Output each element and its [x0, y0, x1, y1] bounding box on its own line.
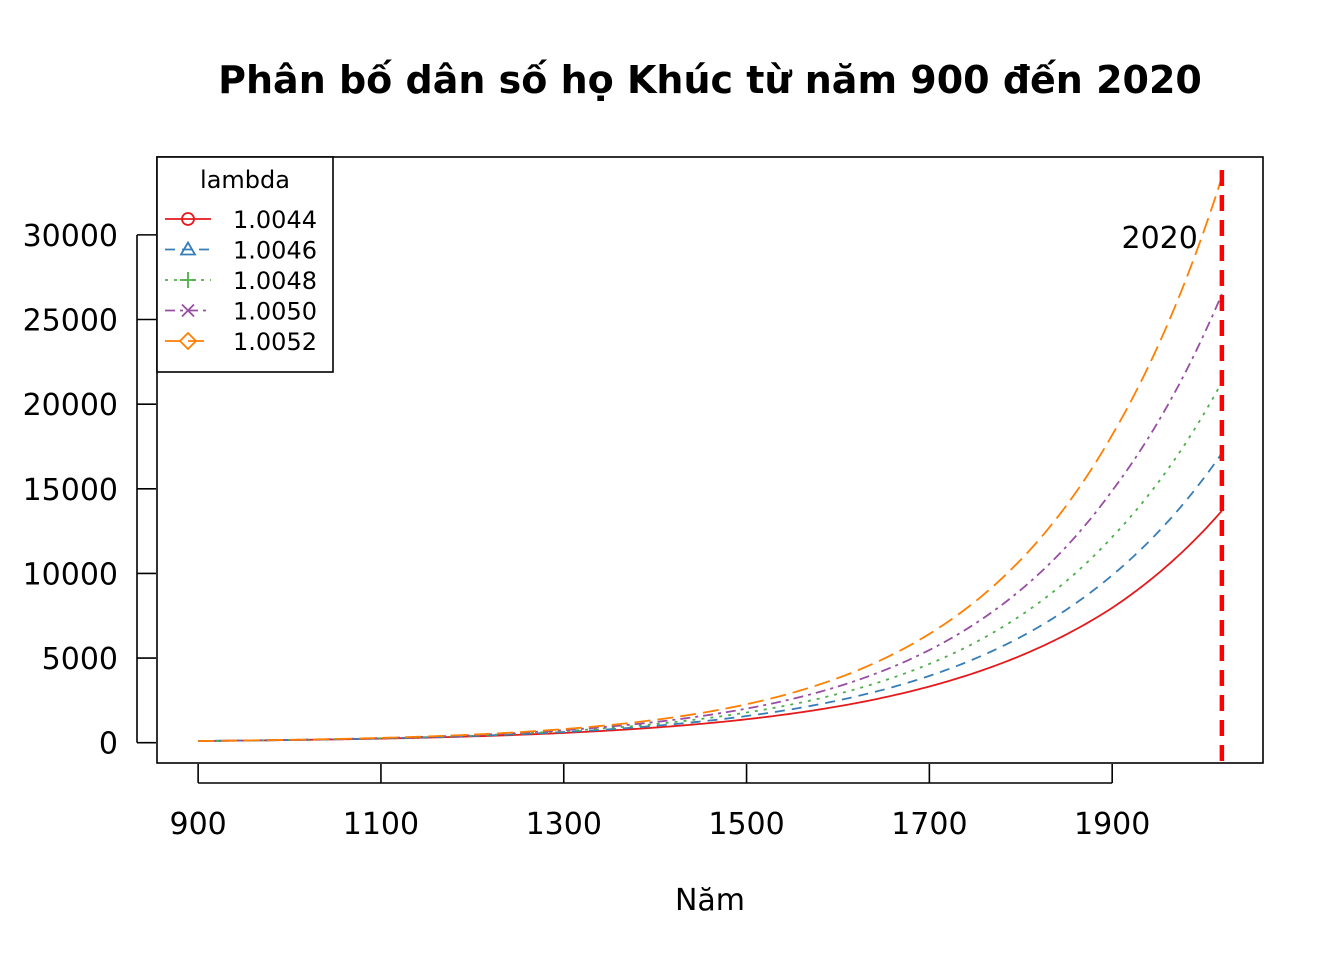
- series-line-1-0048: [198, 381, 1223, 742]
- series-group: [198, 177, 1223, 742]
- legend-diamond-marker: [178, 331, 198, 351]
- y-tick-label: 20000: [23, 388, 118, 423]
- x-tick-label: 900: [169, 807, 226, 842]
- legend-circle-marker: [181, 212, 195, 226]
- legend-label: 1.0046: [233, 237, 317, 265]
- year-2020-label: 2020: [1122, 221, 1198, 256]
- x-tick-label: 1500: [708, 807, 784, 842]
- plot-area: [156, 156, 1264, 764]
- plot-frame: [156, 156, 1264, 764]
- x-tick-label: 1700: [891, 807, 967, 842]
- legend-label: 1.0050: [233, 298, 317, 326]
- x-tick-label: 1900: [1074, 807, 1150, 842]
- x-axis: 900 1100 1300 1500 1700 1900: [169, 764, 1150, 842]
- y-tick-label: 15000: [23, 473, 118, 508]
- legend-label: 1.0044: [233, 206, 317, 234]
- series-line-1-0046: [198, 452, 1223, 742]
- reference-line-group: 2020: [1122, 170, 1225, 763]
- y-tick-label: 10000: [23, 557, 118, 592]
- x-tick-label: 1100: [343, 807, 419, 842]
- series-line-1-0050: [198, 293, 1223, 742]
- y-axis: 0 5000 10000 15000 20000 25000 30000: [23, 219, 156, 762]
- x-axis-title: Năm: [675, 883, 745, 918]
- y-tick-label: 5000: [42, 642, 118, 677]
- chart-title: Phân bố dân số họ Khúc từ năm 900 đến 20…: [218, 58, 1202, 102]
- legend-title: lambda: [200, 166, 290, 194]
- series-line-1-0044: [198, 510, 1223, 742]
- legend-cross-marker: [181, 303, 195, 318]
- x-tick-label: 1300: [526, 807, 602, 842]
- y-tick-label: 0: [99, 727, 118, 762]
- legend-triangle-marker: [179, 240, 197, 256]
- legend-label: 1.0048: [233, 267, 317, 295]
- legend-box: [156, 156, 334, 373]
- series-line-1-0052: [198, 177, 1223, 742]
- legend-label: 1.0052: [233, 328, 317, 356]
- legend-plus-marker: [180, 272, 196, 288]
- y-tick-label: 25000: [23, 304, 118, 339]
- y-tick-label: 30000: [23, 219, 118, 254]
